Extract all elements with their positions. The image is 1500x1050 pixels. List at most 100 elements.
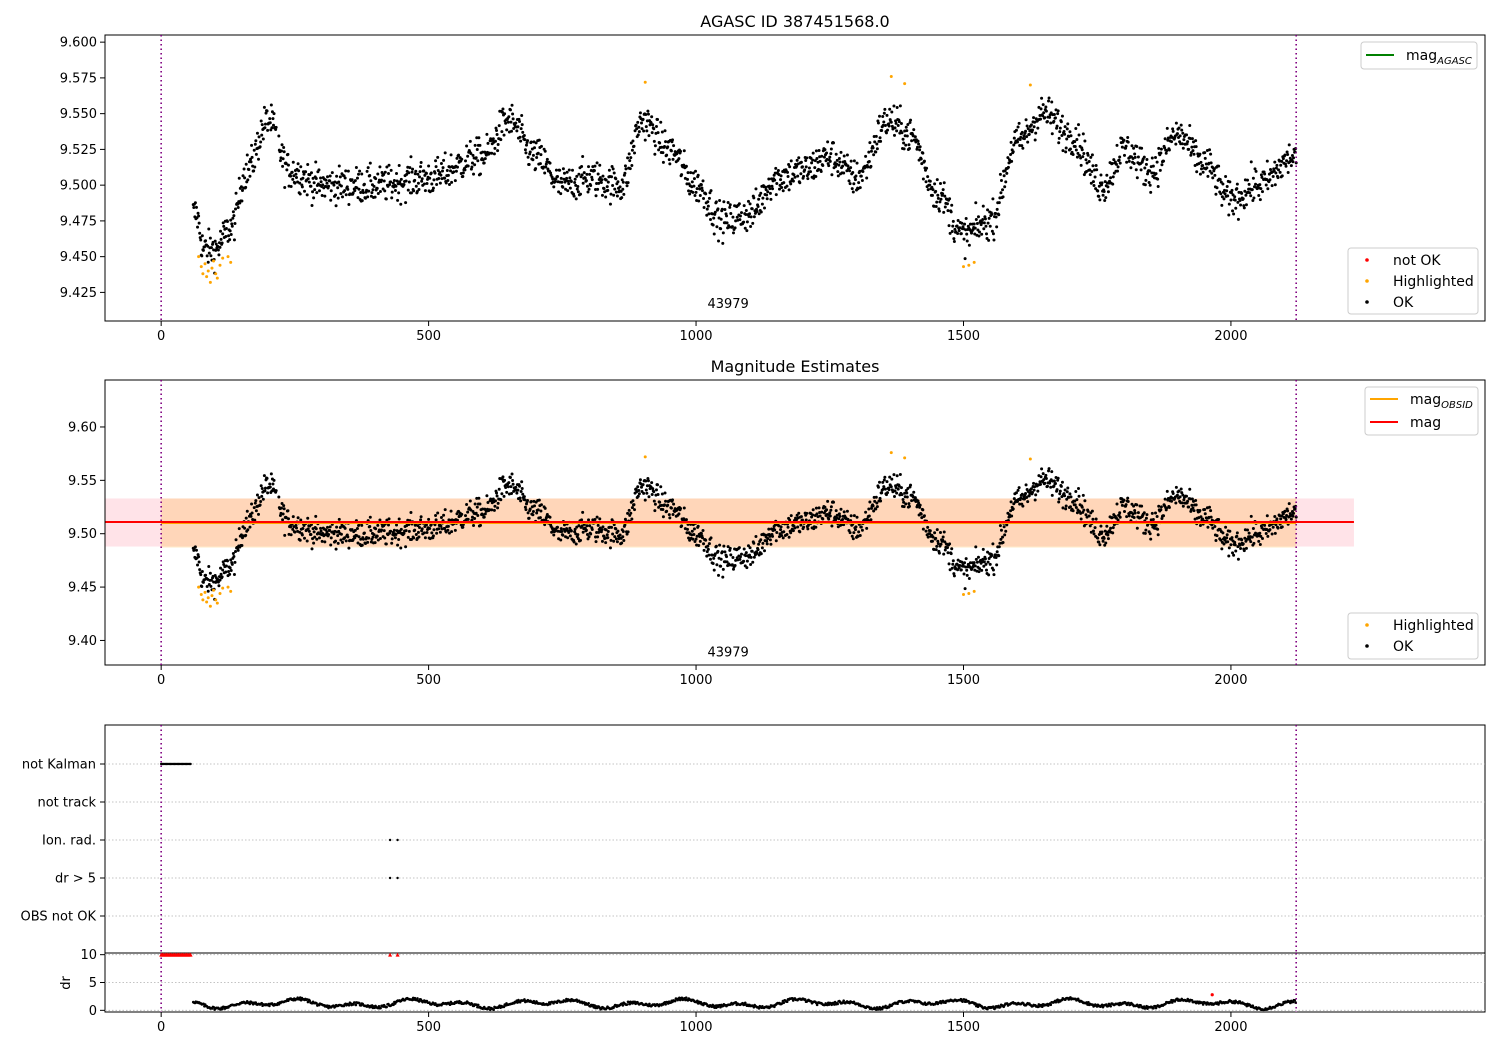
- ok-point: [1100, 530, 1104, 534]
- ok-point: [446, 528, 450, 532]
- ok-point: [1237, 190, 1241, 194]
- ok-point: [936, 542, 940, 546]
- ok-point: [811, 513, 815, 517]
- ok-point: [340, 195, 344, 199]
- ok-point: [1210, 523, 1214, 527]
- ok-point: [663, 491, 667, 495]
- ok-point: [1177, 489, 1181, 493]
- ok-point: [1228, 180, 1232, 184]
- ok-point: [590, 178, 594, 182]
- ok-point: [391, 181, 395, 185]
- ok-point: [976, 555, 980, 559]
- ok-point: [637, 125, 641, 129]
- ok-point: [515, 129, 519, 133]
- ok-point: [759, 210, 763, 214]
- ok-point: [1007, 158, 1011, 162]
- ok-point: [1004, 180, 1008, 184]
- ok-point: [1266, 534, 1270, 538]
- ok-point: [551, 177, 555, 181]
- ok-point: [1147, 181, 1151, 185]
- ok-point: [600, 528, 604, 532]
- ok-point: [337, 164, 341, 168]
- ok-point: [234, 207, 238, 211]
- ok-point: [305, 539, 309, 543]
- ok-point: [1273, 514, 1277, 518]
- ok-point: [1239, 203, 1243, 207]
- ok-point: [905, 491, 909, 495]
- ok-point: [1073, 140, 1077, 144]
- highlighted-point: [226, 585, 230, 589]
- ok-point: [280, 143, 284, 147]
- ok-point: [901, 137, 905, 141]
- ok-point: [998, 524, 1002, 528]
- ok-point: [319, 526, 323, 530]
- ok-point: [928, 179, 932, 183]
- ok-point: [310, 204, 314, 208]
- ok-point: [881, 487, 885, 491]
- ok-point: [1087, 159, 1091, 163]
- ok-point: [236, 548, 240, 552]
- legend-label-main: mag: [1406, 48, 1437, 64]
- ok-point: [286, 517, 290, 521]
- ok-point: [493, 146, 497, 150]
- ok-point: [885, 480, 889, 484]
- ok-point: [965, 239, 969, 243]
- ok-point: [1187, 505, 1191, 509]
- highlighted-point: [214, 598, 218, 602]
- ok-point: [228, 238, 232, 242]
- ok-point: [614, 177, 618, 181]
- ok-point: [465, 503, 469, 507]
- ok-point: [901, 497, 905, 501]
- ok-point: [798, 181, 802, 185]
- ok-point: [1127, 514, 1131, 518]
- ok-point: [1206, 525, 1210, 529]
- ok-point: [217, 253, 221, 257]
- ok-point: [518, 484, 522, 488]
- ok-point: [240, 544, 244, 548]
- ok-point: [335, 525, 339, 529]
- ok-point: [935, 178, 939, 182]
- ok-point: [1024, 118, 1028, 122]
- ok-point: [596, 172, 600, 176]
- ok-point: [848, 169, 852, 173]
- ok-point: [1080, 148, 1084, 152]
- ok-point: [1134, 168, 1138, 172]
- ok-point: [473, 517, 477, 521]
- ok-point: [1274, 166, 1278, 170]
- ok-point: [717, 573, 721, 577]
- ok-point: [708, 217, 712, 221]
- ok-point: [436, 511, 440, 515]
- ok-point: [265, 109, 269, 113]
- ok-point: [926, 535, 930, 539]
- ok-point: [1242, 206, 1246, 210]
- ok-point: [692, 177, 696, 181]
- ok-point: [565, 176, 569, 180]
- ok-point: [1084, 513, 1088, 517]
- ok-point: [1087, 514, 1091, 518]
- ok-point: [1155, 515, 1159, 519]
- ok-point: [752, 541, 756, 545]
- ok-point: [292, 174, 296, 178]
- ok-point: [475, 505, 479, 509]
- ok-point: [836, 174, 840, 178]
- ok-point: [760, 546, 764, 550]
- ok-point: [938, 182, 942, 186]
- ok-point: [1083, 499, 1087, 503]
- ok-point: [706, 547, 710, 551]
- ok-point: [327, 533, 331, 537]
- ok-point: [413, 178, 417, 182]
- ok-point: [615, 540, 619, 544]
- ok-point: [1052, 479, 1056, 483]
- ok-point: [308, 173, 312, 177]
- ok-point: [1224, 174, 1228, 178]
- ok-point: [999, 179, 1003, 183]
- ok-point: [892, 473, 896, 477]
- ok-point: [1209, 515, 1213, 519]
- ok-point: [1106, 190, 1110, 194]
- ok-point: [695, 534, 699, 538]
- flag-category-label: not Kalman: [22, 758, 96, 773]
- ok-point: [1281, 157, 1285, 161]
- ok-point: [567, 168, 571, 172]
- ok-point: [802, 525, 806, 529]
